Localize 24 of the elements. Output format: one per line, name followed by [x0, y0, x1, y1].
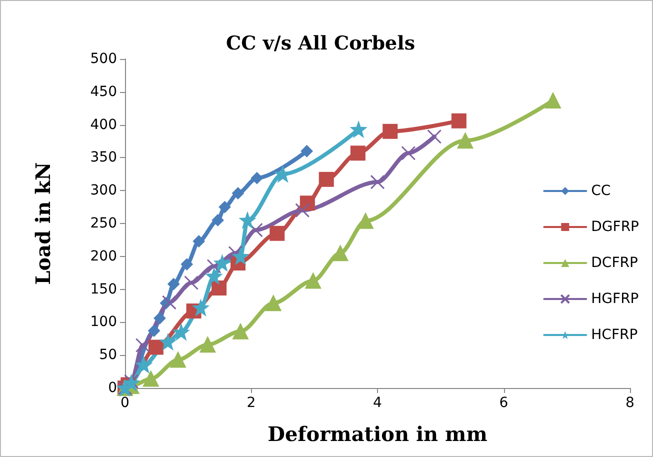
y-tick-label: 250 — [90, 216, 117, 232]
y-axis-title: Load in kN — [31, 162, 55, 285]
legend-label: CC — [591, 183, 611, 199]
legend-label: DCFRP — [591, 255, 638, 271]
y-tick-label: 50 — [99, 347, 117, 364]
y-tick-label: 0 — [108, 380, 117, 396]
x-tick-label: 0 — [120, 395, 130, 411]
legend-label: HGFRP — [591, 291, 639, 307]
y-tick-label: 100 — [90, 314, 117, 330]
y-tick-label: 400 — [90, 116, 117, 133]
x-axis-title: Deformation in mm — [268, 422, 488, 446]
x-tick-label: 4 — [373, 395, 382, 411]
y-tick-label: 150 — [90, 281, 117, 298]
y-tick-label: 450 — [90, 84, 117, 100]
y-tick-label: 500 — [90, 51, 117, 67]
x-tick-label: 8 — [626, 395, 634, 411]
y-tick-label: 300 — [90, 182, 117, 199]
y-tick-label: 350 — [90, 150, 117, 166]
legend-label: DGFRP — [591, 219, 640, 235]
y-tick-label: 200 — [90, 248, 117, 264]
x-tick-label: 6 — [499, 395, 508, 411]
legend-label: HCFRP — [591, 327, 638, 343]
chart-title: CC v/s All Corbels — [226, 32, 416, 54]
x-tick-label: 2 — [246, 395, 256, 411]
